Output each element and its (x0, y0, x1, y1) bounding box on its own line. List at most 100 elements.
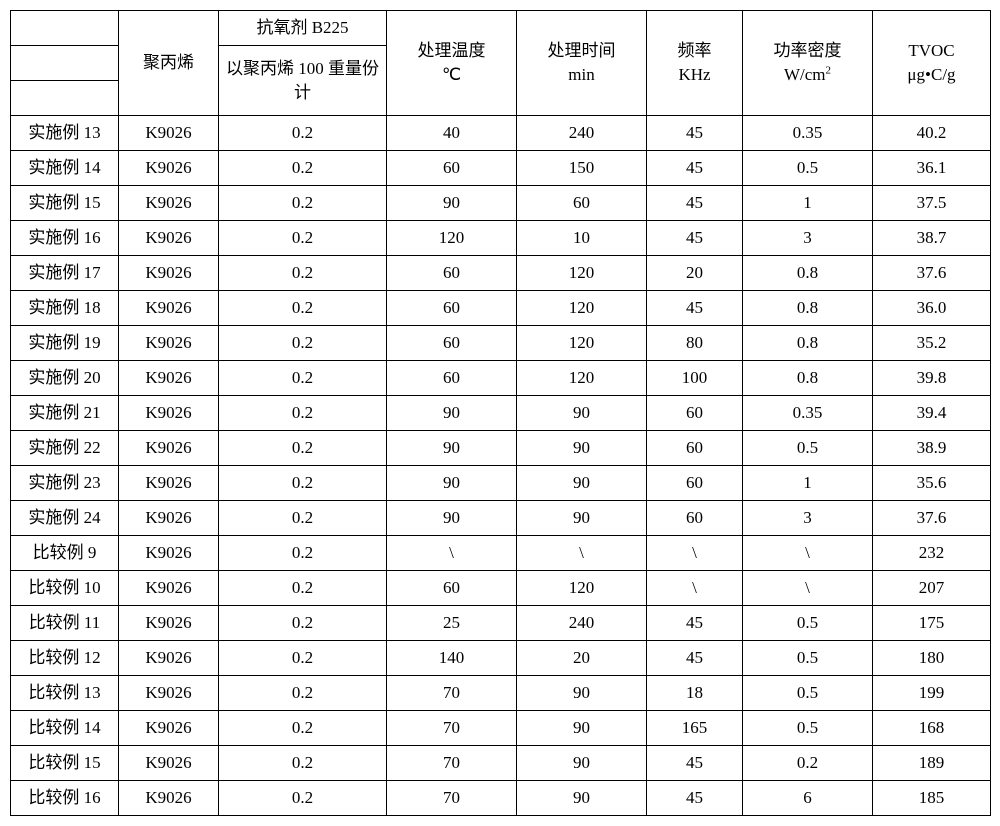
row-freq: 45 (647, 606, 743, 641)
row-pp: K9026 (119, 116, 219, 151)
row-pd: 0.5 (743, 606, 873, 641)
row-tvoc: 180 (873, 641, 991, 676)
table-row: 实施例 19K90260.260120800.835.2 (11, 326, 991, 361)
header-blank-1 (11, 11, 119, 46)
row-pd: 6 (743, 781, 873, 816)
table-row: 实施例 20K90260.2601201000.839.8 (11, 361, 991, 396)
row-temp: 90 (387, 396, 517, 431)
table-row: 比较例 14K90260.270901650.5168 (11, 711, 991, 746)
row-freq: 45 (647, 221, 743, 256)
table-row: 实施例 16K90260.21201045338.7 (11, 221, 991, 256)
row-tvoc: 189 (873, 746, 991, 781)
table-row: 实施例 22K90260.29090600.538.9 (11, 431, 991, 466)
row-pd: 0.8 (743, 256, 873, 291)
row-temp: \ (387, 536, 517, 571)
row-pd: 0.8 (743, 361, 873, 396)
row-tvoc: 36.1 (873, 151, 991, 186)
table-row: 比较例 13K90260.27090180.5199 (11, 676, 991, 711)
row-anti: 0.2 (219, 746, 387, 781)
row-temp: 70 (387, 711, 517, 746)
header-blank-3 (11, 81, 119, 116)
row-tvoc: 39.8 (873, 361, 991, 396)
row-name: 实施例 15 (11, 186, 119, 221)
row-temp: 140 (387, 641, 517, 676)
row-time: 90 (517, 711, 647, 746)
row-pd: 3 (743, 221, 873, 256)
row-name: 实施例 20 (11, 361, 119, 396)
row-name: 实施例 21 (11, 396, 119, 431)
row-name: 比较例 9 (11, 536, 119, 571)
row-time: 90 (517, 781, 647, 816)
table-row: 实施例 13K90260.240240450.3540.2 (11, 116, 991, 151)
row-freq: 20 (647, 256, 743, 291)
row-name: 实施例 13 (11, 116, 119, 151)
table-row: 比较例 9K90260.2\\\\232 (11, 536, 991, 571)
row-tvoc: 199 (873, 676, 991, 711)
header-time: 处理时间 min (517, 11, 647, 116)
row-freq: \ (647, 571, 743, 606)
row-time: 120 (517, 571, 647, 606)
table-row: 实施例 14K90260.260150450.536.1 (11, 151, 991, 186)
table-row: 实施例 21K90260.29090600.3539.4 (11, 396, 991, 431)
row-time: 60 (517, 186, 647, 221)
row-temp: 90 (387, 431, 517, 466)
row-pd: 0.8 (743, 291, 873, 326)
row-temp: 60 (387, 151, 517, 186)
row-temp: 70 (387, 781, 517, 816)
table-row: 比较例 10K90260.260120\\207 (11, 571, 991, 606)
row-name: 实施例 18 (11, 291, 119, 326)
row-tvoc: 168 (873, 711, 991, 746)
header-time-unit: min (568, 65, 594, 84)
row-pd: 0.8 (743, 326, 873, 361)
row-temp: 25 (387, 606, 517, 641)
row-name: 比较例 14 (11, 711, 119, 746)
row-anti: 0.2 (219, 676, 387, 711)
row-name: 实施例 16 (11, 221, 119, 256)
row-tvoc: 232 (873, 536, 991, 571)
row-pp: K9026 (119, 606, 219, 641)
row-time: 90 (517, 746, 647, 781)
row-temp: 60 (387, 571, 517, 606)
row-pp: K9026 (119, 711, 219, 746)
row-time: 90 (517, 396, 647, 431)
header-tvoc: TVOC μg•C/g (873, 11, 991, 116)
row-time: 90 (517, 676, 647, 711)
row-name: 实施例 17 (11, 256, 119, 291)
row-name: 实施例 22 (11, 431, 119, 466)
row-freq: 45 (647, 186, 743, 221)
row-anti: 0.2 (219, 711, 387, 746)
row-name: 比较例 12 (11, 641, 119, 676)
row-anti: 0.2 (219, 466, 387, 501)
row-pd: 3 (743, 501, 873, 536)
header-tvoc-unit: μg•C/g (907, 65, 955, 84)
row-anti: 0.2 (219, 186, 387, 221)
row-time: 120 (517, 326, 647, 361)
row-anti: 0.2 (219, 256, 387, 291)
row-tvoc: 175 (873, 606, 991, 641)
row-tvoc: 37.6 (873, 501, 991, 536)
row-freq: 45 (647, 151, 743, 186)
row-name: 实施例 14 (11, 151, 119, 186)
row-pd: 1 (743, 466, 873, 501)
row-temp: 60 (387, 291, 517, 326)
row-time: 90 (517, 431, 647, 466)
table-row: 实施例 23K90260.2909060135.6 (11, 466, 991, 501)
row-temp: 90 (387, 466, 517, 501)
row-pp: K9026 (119, 361, 219, 396)
row-freq: 45 (647, 781, 743, 816)
row-time: 10 (517, 221, 647, 256)
row-name: 实施例 23 (11, 466, 119, 501)
row-time: 20 (517, 641, 647, 676)
row-freq: 18 (647, 676, 743, 711)
header-freq-unit: KHz (678, 65, 710, 84)
row-pp: K9026 (119, 466, 219, 501)
row-tvoc: 185 (873, 781, 991, 816)
row-pp: K9026 (119, 501, 219, 536)
row-name: 实施例 19 (11, 326, 119, 361)
row-time: 90 (517, 501, 647, 536)
row-anti: 0.2 (219, 641, 387, 676)
row-freq: 165 (647, 711, 743, 746)
table-row: 比较例 11K90260.225240450.5175 (11, 606, 991, 641)
header-antioxidant-sub: 以聚丙烯 100 重量份计 (219, 46, 387, 116)
header-pd-label: 功率密度 (774, 41, 842, 60)
